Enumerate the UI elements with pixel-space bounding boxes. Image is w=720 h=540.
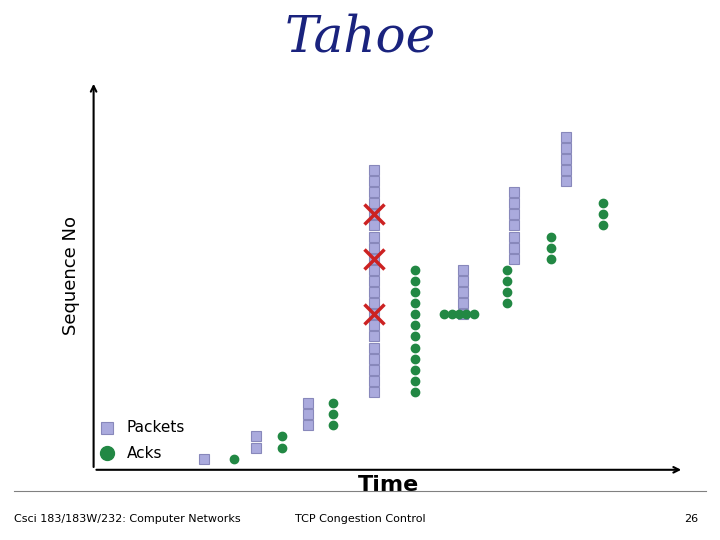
Text: 26: 26 [684, 514, 698, 524]
Y-axis label: Sequence No: Sequence No [62, 216, 80, 335]
X-axis label: Time: Time [358, 475, 420, 495]
Text: Tahoe: Tahoe [284, 13, 436, 63]
Text: Packets: Packets [127, 420, 185, 435]
Text: TCP Congestion Control: TCP Congestion Control [294, 514, 426, 524]
Text: Csci 183/183W/232: Computer Networks: Csci 183/183W/232: Computer Networks [14, 514, 241, 524]
Text: Acks: Acks [127, 446, 162, 461]
